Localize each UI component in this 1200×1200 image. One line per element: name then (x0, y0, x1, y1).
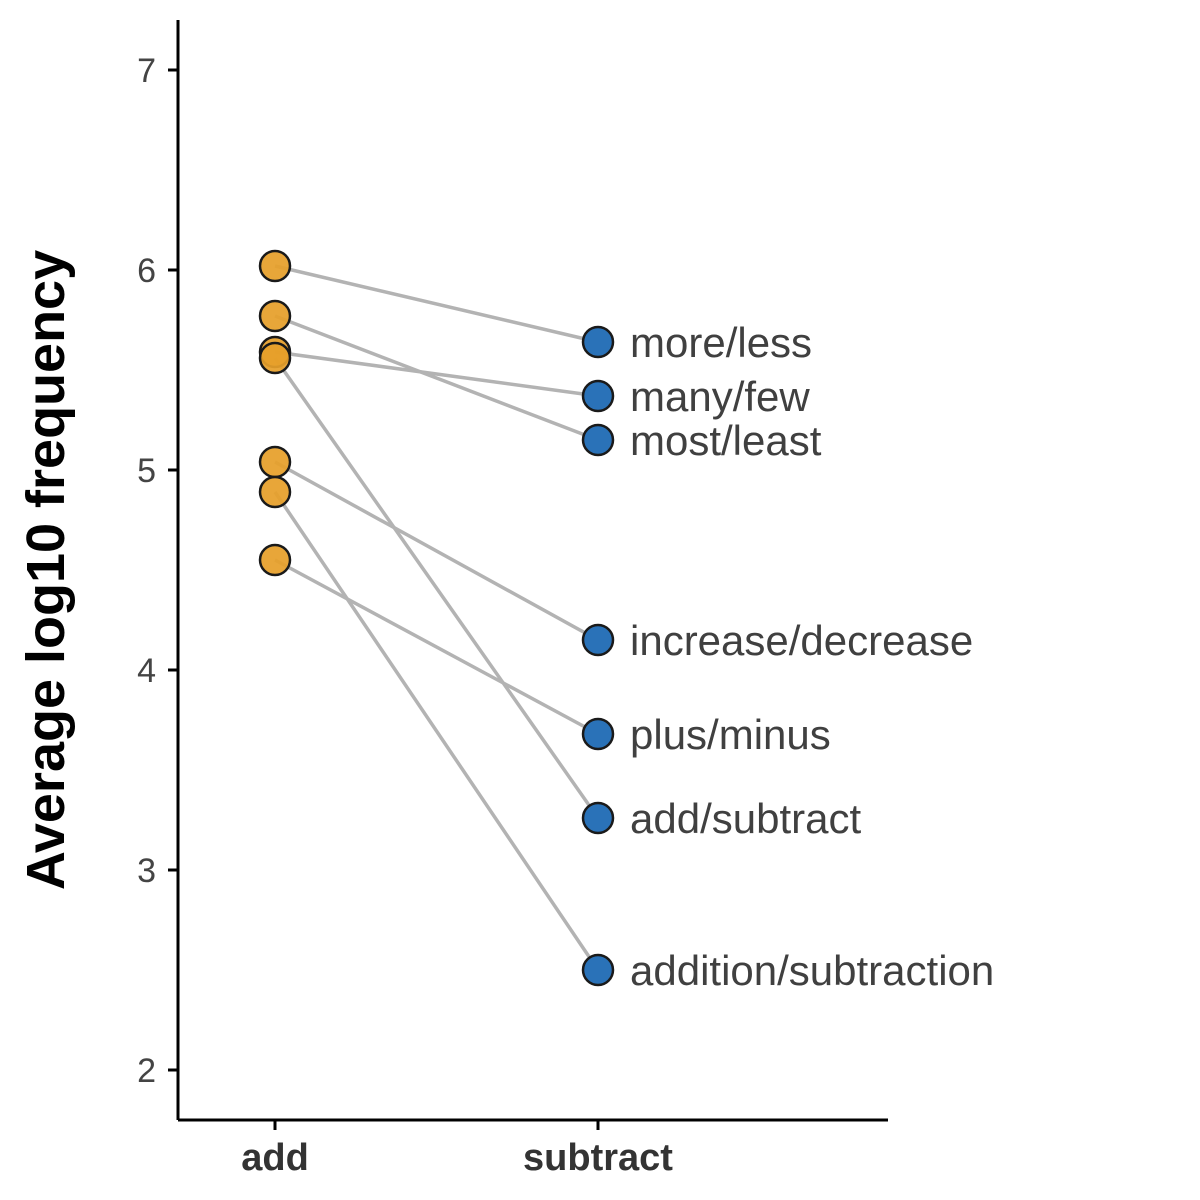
subtract-point (581, 379, 615, 413)
subtract-point (581, 717, 615, 751)
add-point (258, 299, 292, 333)
add-point (258, 543, 292, 577)
add-point (258, 445, 292, 479)
connector-line (273, 491, 600, 971)
subtract-point (581, 623, 615, 657)
pair-label: add/subtract (630, 795, 861, 842)
y-tick-label: 2 (137, 1052, 156, 1090)
connector-line (274, 558, 599, 736)
y-tick-label: 6 (137, 252, 156, 290)
subtract-point (581, 801, 615, 835)
y-tick-label: 7 (137, 52, 156, 90)
pair-label: most/least (630, 417, 822, 464)
connector-line (274, 264, 599, 344)
subtract-point (581, 325, 615, 359)
add-point (258, 249, 292, 283)
connector-lines (273, 264, 600, 971)
y-ticks: 2 3 4 5 6 7 (137, 52, 178, 1090)
pair-label: increase/decrease (630, 617, 973, 664)
connector-line (273, 356, 600, 820)
y-tick-label: 3 (137, 852, 156, 890)
axes (176, 20, 888, 1122)
connector-line (274, 460, 599, 642)
pair-label: plus/minus (630, 711, 831, 758)
pair-label: many/few (630, 373, 810, 420)
y-axis-title: Average log10 frequency (16, 250, 76, 890)
connector-line (274, 314, 599, 442)
add-point (258, 475, 292, 509)
subtract-point (581, 953, 615, 987)
x-ticks: add subtract (241, 1120, 673, 1179)
subtract-point (581, 423, 615, 457)
pair-label: addition/subtraction (630, 947, 994, 994)
data-points (258, 249, 615, 987)
x-tick-label-add: add (241, 1137, 309, 1179)
y-tick-label: 4 (137, 652, 156, 690)
y-tick-label: 5 (137, 452, 156, 490)
add-point (258, 341, 292, 375)
x-tick-label-subtract: subtract (523, 1137, 673, 1179)
connector-line (274, 350, 599, 398)
pair-label: more/less (630, 319, 812, 366)
